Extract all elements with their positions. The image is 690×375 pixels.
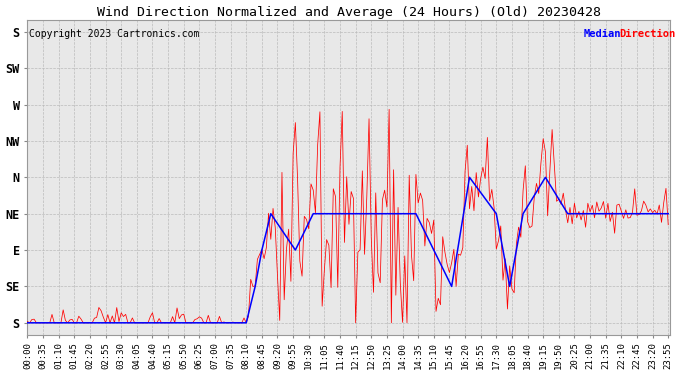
Text: Median: Median: [584, 29, 621, 39]
Text: Copyright 2023 Cartronics.com: Copyright 2023 Cartronics.com: [29, 29, 199, 39]
Title: Wind Direction Normalized and Average (24 Hours) (Old) 20230428: Wind Direction Normalized and Average (2…: [97, 6, 601, 18]
Text: Direction: Direction: [620, 29, 676, 39]
